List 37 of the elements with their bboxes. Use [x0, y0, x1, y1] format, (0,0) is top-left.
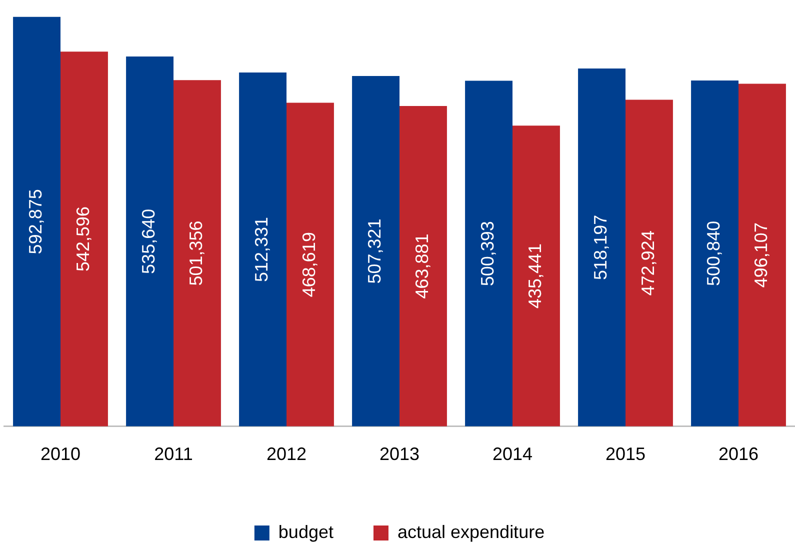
- data-label: 472,924: [638, 230, 658, 296]
- x-tick-label: 2016: [718, 444, 759, 464]
- data-label: 535,640: [138, 208, 159, 274]
- data-label: 542,596: [73, 206, 94, 272]
- bar: [352, 76, 400, 426]
- bar: [465, 80, 512, 426]
- data-label: 435,441: [525, 243, 546, 309]
- bar: [174, 80, 221, 426]
- bar: [578, 68, 626, 426]
- bar: [738, 84, 786, 426]
- data-label: 507,321: [364, 218, 385, 284]
- bar: [286, 102, 334, 426]
- data-label: 512,331: [252, 216, 272, 282]
- bar: [13, 16, 60, 426]
- bar: [60, 52, 108, 426]
- x-tick-label: 2010: [40, 444, 81, 464]
- data-label: 468,619: [299, 232, 320, 298]
- data-label: 500,840: [704, 220, 724, 286]
- bar: [126, 56, 174, 426]
- x-tick-label: 2015: [605, 444, 646, 464]
- data-label: 463,881: [412, 234, 432, 299]
- legend-label: actual expenditure: [397, 522, 545, 542]
- data-label: 518,197: [590, 214, 611, 280]
- bar: [512, 126, 560, 426]
- bar: [691, 80, 738, 426]
- data-label: 592,875: [26, 189, 46, 254]
- bar: [400, 106, 447, 426]
- data-label: 501,356: [186, 220, 206, 286]
- x-tick-label: 2013: [379, 444, 420, 464]
- data-label: 500,393: [478, 221, 498, 286]
- data-label: 496,107: [751, 222, 772, 288]
- x-tick-label: 2011: [154, 444, 193, 464]
- x-tick-label: 2014: [492, 444, 533, 464]
- legend-label: budget: [278, 522, 334, 542]
- x-tick-label: 2012: [266, 444, 307, 464]
- bar: [239, 72, 286, 426]
- bar: [626, 100, 673, 426]
